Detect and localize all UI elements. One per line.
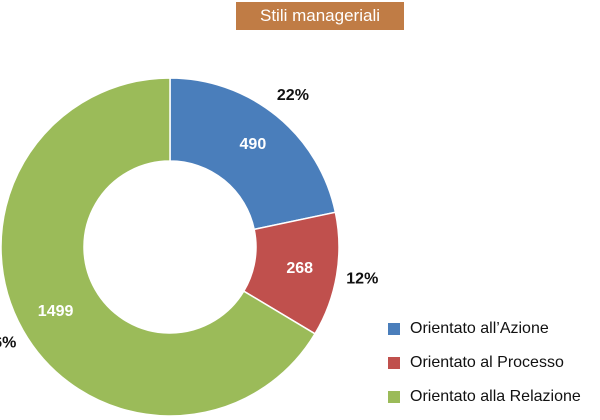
legend: Orientato all’Azione Orientato al Process… [388, 318, 581, 420]
legend-item: Orientato alla Relazione [388, 386, 581, 408]
slice-percent-label: 22% [277, 87, 309, 104]
slice-value-label: 490 [240, 136, 267, 153]
legend-label: Orientato all’Azione [410, 320, 549, 337]
slice-percent-label: 66% [0, 334, 16, 351]
donut-slice-1 [169, 77, 337, 231]
legend-swatch [388, 323, 400, 335]
legend-label: Orientato alla Relazione [410, 388, 581, 405]
legend-item: Orientato al Processo [388, 352, 581, 374]
chart-title: Stili manageriali [236, 2, 404, 30]
legend-swatch [388, 391, 400, 403]
slice-value-label: 268 [286, 260, 313, 277]
donut-slice-3 [0, 77, 317, 417]
legend-label: Orientato al Processo [410, 354, 564, 371]
slice-percent-label: 12% [346, 271, 378, 288]
legend-swatch [388, 357, 400, 369]
slice-value-label: 1499 [38, 303, 74, 320]
legend-item: Orientato all’Azione [388, 318, 581, 340]
